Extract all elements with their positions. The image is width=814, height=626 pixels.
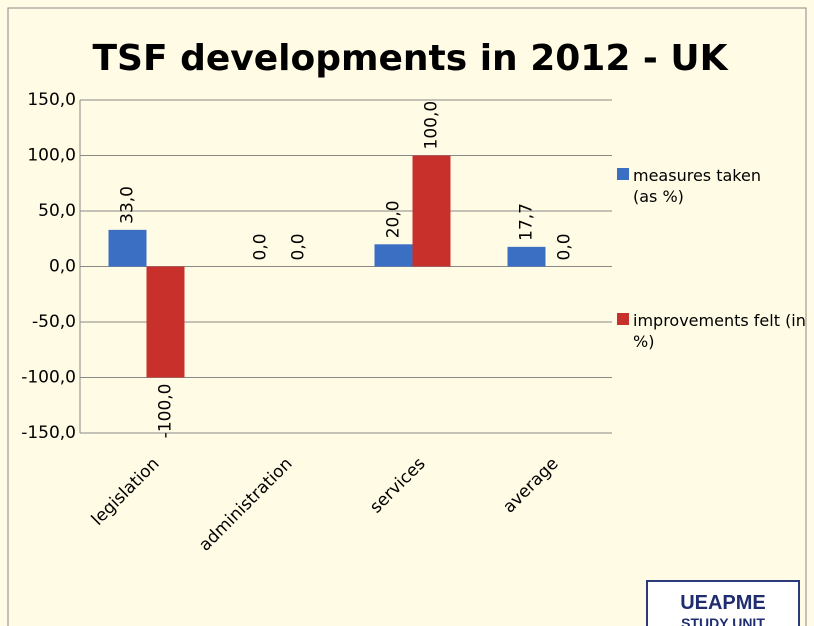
data-label: -100,0 xyxy=(156,384,176,439)
data-label: 17,7 xyxy=(517,203,537,241)
data-label: 0,0 xyxy=(251,233,271,260)
bar xyxy=(507,246,546,267)
data-label: 100,0 xyxy=(422,101,442,150)
data-label: 33,0 xyxy=(118,186,138,224)
x-tick-label: average xyxy=(499,454,562,517)
y-tick-label: 0,0 xyxy=(49,257,76,277)
bar xyxy=(412,155,451,267)
legend-label: measures taken (as %) xyxy=(633,166,761,206)
y-tick-label: 150,0 xyxy=(27,90,76,110)
logo-line1: UEAPME xyxy=(680,592,766,614)
data-label: 20,0 xyxy=(384,200,404,238)
logo-line2: STUDY UNIT xyxy=(681,615,765,626)
y-tick-label: -100,0 xyxy=(21,368,76,388)
y-tick-label: 100,0 xyxy=(27,146,76,166)
logo: UEAPME STUDY UNIT xyxy=(646,580,800,626)
x-tick-label: administration xyxy=(195,454,296,555)
legend-swatch xyxy=(617,168,629,180)
chart-title: TSF developments in 2012 - UK xyxy=(92,38,728,79)
legend-label: improvements felt (in %) xyxy=(633,311,806,351)
bar xyxy=(146,266,185,378)
data-label: 0,0 xyxy=(555,233,575,260)
data-label: 0,0 xyxy=(289,233,309,260)
bar xyxy=(108,229,147,267)
y-tick-label: -150,0 xyxy=(21,423,76,443)
bar xyxy=(374,244,413,267)
legend-swatch xyxy=(617,313,629,325)
frame xyxy=(7,7,807,626)
x-tick-label: legislation xyxy=(88,454,164,530)
y-tick-label: -50,0 xyxy=(32,312,76,332)
y-tick-label: 50,0 xyxy=(38,201,76,221)
x-tick-label: services xyxy=(366,454,430,518)
